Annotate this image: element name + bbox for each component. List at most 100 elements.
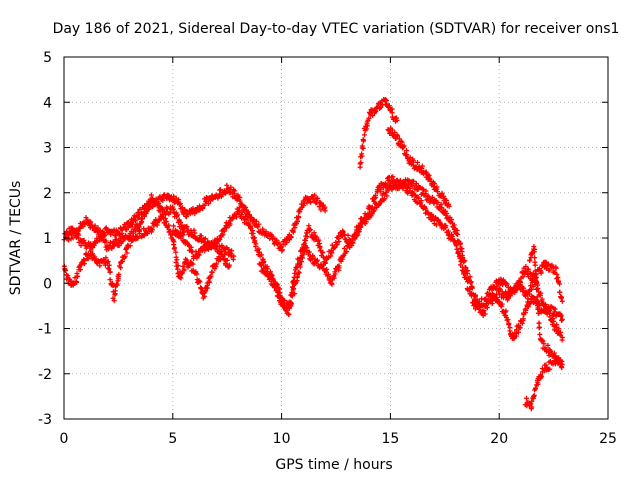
data-point xyxy=(345,232,351,238)
data-point xyxy=(176,217,182,223)
data-point xyxy=(95,225,101,231)
data-point xyxy=(438,201,444,207)
y-axis-title: SDTVAR / TECUs xyxy=(8,181,24,296)
data-point xyxy=(207,244,213,250)
data-point xyxy=(378,199,384,205)
data-point xyxy=(525,266,531,272)
data-point xyxy=(383,189,389,195)
data-point xyxy=(328,253,334,259)
data-point xyxy=(107,277,113,283)
data-point xyxy=(184,224,190,230)
x-tick-label: 15 xyxy=(381,431,399,447)
data-point xyxy=(112,291,118,297)
data-point xyxy=(149,227,155,233)
data-point xyxy=(205,285,211,291)
data-point xyxy=(336,263,342,269)
data-point xyxy=(284,240,290,246)
data-point xyxy=(253,218,259,224)
data-point xyxy=(292,270,298,276)
data-point xyxy=(209,239,215,245)
data-point xyxy=(171,223,177,229)
y-tick-label: 3 xyxy=(43,141,52,157)
data-point xyxy=(145,205,151,211)
data-point xyxy=(64,229,70,235)
data-point xyxy=(258,262,264,268)
data-point xyxy=(265,266,271,272)
data-point xyxy=(557,289,563,295)
data-point xyxy=(174,212,180,218)
data-point xyxy=(276,290,282,296)
y-tick-label: -1 xyxy=(38,322,52,338)
data-point xyxy=(317,200,323,206)
data-point xyxy=(523,264,529,270)
data-point xyxy=(329,250,335,256)
data-point xyxy=(222,249,228,255)
data-point xyxy=(324,266,330,272)
data-point xyxy=(243,204,249,210)
data-point xyxy=(469,285,475,291)
data-point xyxy=(537,331,543,337)
data-point xyxy=(221,228,227,234)
data-point xyxy=(245,209,251,215)
data-point xyxy=(269,276,275,282)
data-point xyxy=(75,273,81,279)
data-point xyxy=(226,262,232,268)
x-tick-label: 0 xyxy=(60,431,69,447)
data-point xyxy=(559,335,565,341)
data-point xyxy=(205,201,211,207)
data-point xyxy=(449,217,455,223)
y-tick-label: -3 xyxy=(38,412,52,428)
data-point xyxy=(111,298,117,304)
data-point xyxy=(229,248,235,254)
data-point xyxy=(231,253,237,259)
data-point xyxy=(119,239,125,245)
x-tick-label: 10 xyxy=(273,431,291,447)
data-point xyxy=(332,244,338,250)
data-point xyxy=(165,206,171,212)
data-point xyxy=(361,132,367,138)
data-point xyxy=(105,258,111,264)
data-point xyxy=(536,325,542,331)
data-point xyxy=(306,249,312,255)
data-point xyxy=(230,194,236,200)
data-point xyxy=(178,271,184,277)
data-point xyxy=(102,232,108,238)
data-point xyxy=(458,240,464,246)
data-point xyxy=(107,269,113,275)
data-point xyxy=(208,273,214,279)
data-point xyxy=(253,241,259,247)
data-point xyxy=(178,219,184,225)
data-point xyxy=(331,275,337,281)
data-point xyxy=(316,204,322,210)
data-point xyxy=(279,247,285,253)
data-point xyxy=(276,240,282,246)
data-point xyxy=(384,193,390,199)
data-point xyxy=(261,258,267,264)
data-point xyxy=(239,209,245,215)
data-point xyxy=(282,298,288,304)
data-point xyxy=(303,237,309,243)
data-point xyxy=(228,184,234,190)
data-point xyxy=(350,240,356,246)
data-point xyxy=(299,259,305,265)
data-point xyxy=(269,232,275,238)
data-point xyxy=(304,245,310,251)
data-point xyxy=(103,238,109,244)
x-tick-label: 20 xyxy=(490,431,508,447)
data-point xyxy=(382,196,388,202)
data-point xyxy=(224,257,230,263)
data-point xyxy=(341,245,347,251)
data-point xyxy=(559,294,565,300)
data-point xyxy=(285,299,291,305)
data-point xyxy=(307,227,313,233)
data-point xyxy=(173,249,179,255)
data-point xyxy=(551,318,557,324)
data-point xyxy=(122,254,128,260)
data-point xyxy=(197,279,203,285)
data-point xyxy=(489,301,495,307)
data-point xyxy=(180,263,186,269)
data-point xyxy=(122,224,128,230)
data-point xyxy=(88,248,94,254)
data-points xyxy=(61,97,565,412)
